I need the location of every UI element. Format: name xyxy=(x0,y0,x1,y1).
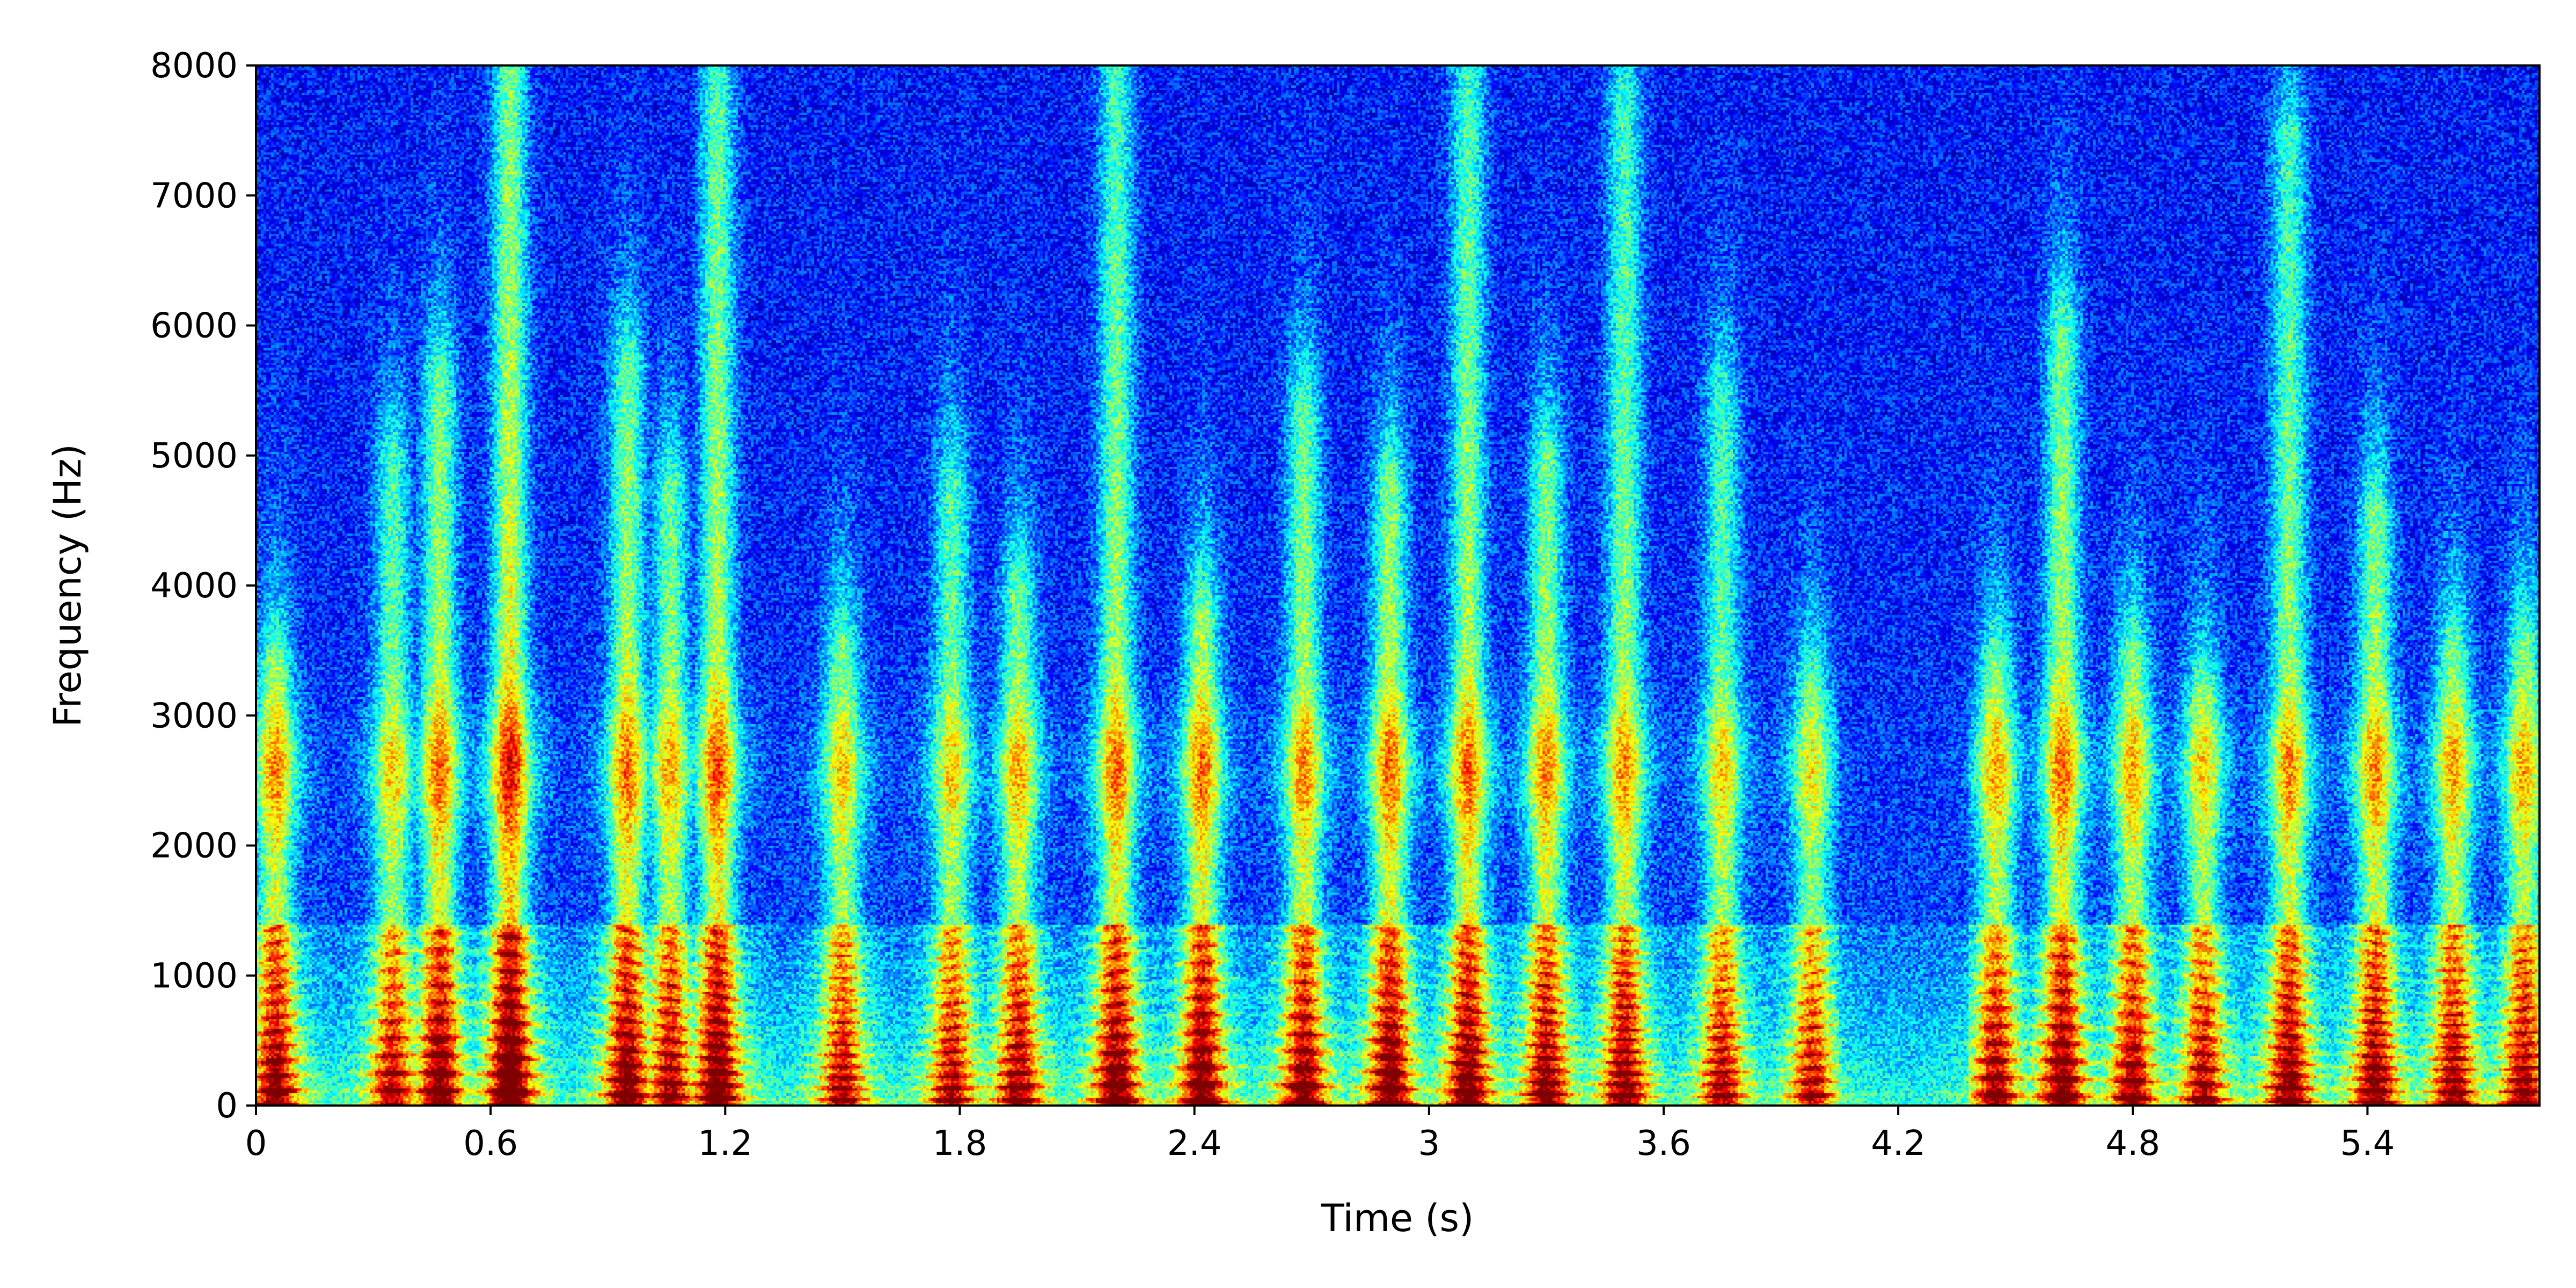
x-tick-label: 0 xyxy=(245,1124,267,1163)
spectrogram-plot-area xyxy=(255,64,2541,1107)
x-tick-label: 2.4 xyxy=(1167,1124,1222,1163)
x-tick-label: 3.6 xyxy=(1636,1124,1691,1163)
x-tick-label: 1.8 xyxy=(933,1124,987,1163)
y-tick-label: 5000 xyxy=(150,436,238,476)
y-axis-label: Frequency (Hz) xyxy=(46,444,90,727)
x-axis: 0 0.6 1.2 1.8 2.4 3 3.6 4.2 4.8 5.4 xyxy=(245,1106,2395,1163)
x-tick-label: 5.4 xyxy=(2340,1124,2395,1163)
y-tick-label: 7000 xyxy=(150,176,238,216)
y-tick-label: 3000 xyxy=(150,696,238,736)
x-tick-label: 4.8 xyxy=(2105,1124,2160,1163)
x-axis-label: Time (s) xyxy=(1321,1196,1474,1240)
y-tick-label: 1000 xyxy=(150,956,238,996)
y-tick-label: 4000 xyxy=(150,566,238,606)
y-tick-label: 2000 xyxy=(150,826,238,866)
x-tick-label: 0.6 xyxy=(463,1124,518,1163)
y-tick-label: 6000 xyxy=(150,306,238,346)
spectrogram-heatmap xyxy=(256,65,2540,1106)
x-tick-label: 3 xyxy=(1418,1124,1440,1163)
x-tick-label: 1.2 xyxy=(698,1124,752,1163)
y-tick-label: 8000 xyxy=(150,46,238,86)
y-tick-label: 0 xyxy=(216,1086,238,1126)
y-axis: 0 1000 2000 3000 4000 5000 6000 7000 8000 xyxy=(150,46,256,1126)
x-tick-label: 4.2 xyxy=(1871,1124,1926,1163)
